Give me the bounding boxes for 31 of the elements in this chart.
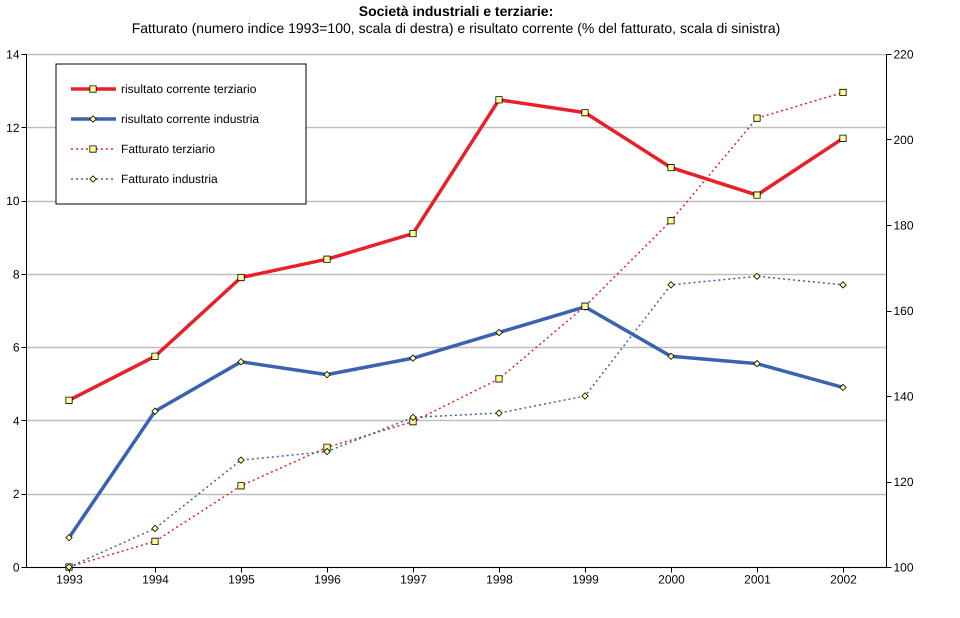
y-tick-label: 8 <box>12 267 20 282</box>
x-tick-label: 2002 <box>830 572 858 586</box>
legend-label: risultato corrente industria <box>121 112 260 126</box>
x-tick-label: 2000 <box>658 572 686 586</box>
x-tick-label: 1995 <box>228 572 256 586</box>
y2-tick-label: 180 <box>894 218 914 232</box>
chart-title: Società industriali e terziarie: <box>358 3 554 19</box>
y2-tick-label: 160 <box>894 304 914 318</box>
y-tick-label: 12 <box>6 120 20 135</box>
y-tick-label: 4 <box>12 414 20 428</box>
x-tick-label: 1998 <box>486 572 514 586</box>
y-tick-label: 2 <box>12 487 20 502</box>
chart-subtitle: Fatturato (numero indice 1993=100, scala di destra) e risultato corrente (% del fatturato, scala di sinistra) <box>132 20 780 36</box>
x-tick-label: 1994 <box>142 572 170 586</box>
x-tick-label: 2001 <box>744 572 772 586</box>
y2-tick-label: 120 <box>894 475 914 489</box>
x-tick-label: 1996 <box>314 572 342 586</box>
legend-label: risultato corrente terziario <box>121 82 257 96</box>
y-tick-label: 0 <box>12 560 20 574</box>
y2-tick-label: 200 <box>894 133 914 147</box>
y2-tick-label: 100 <box>894 560 914 574</box>
x-tick-label: 1999 <box>572 572 600 586</box>
y-tick-label: 6 <box>12 340 20 355</box>
y2-tick-label: 220 <box>894 48 914 62</box>
y2-tick-label: 140 <box>894 390 914 404</box>
y-tick-label: 10 <box>6 194 20 208</box>
y-tick-label: 14 <box>6 48 20 62</box>
legend-label: Fatturato industria <box>121 172 218 186</box>
x-tick-label: 1993 <box>56 572 84 586</box>
x-tick-label: 1997 <box>400 572 428 586</box>
legend-label: Fatturato terziario <box>121 142 216 156</box>
